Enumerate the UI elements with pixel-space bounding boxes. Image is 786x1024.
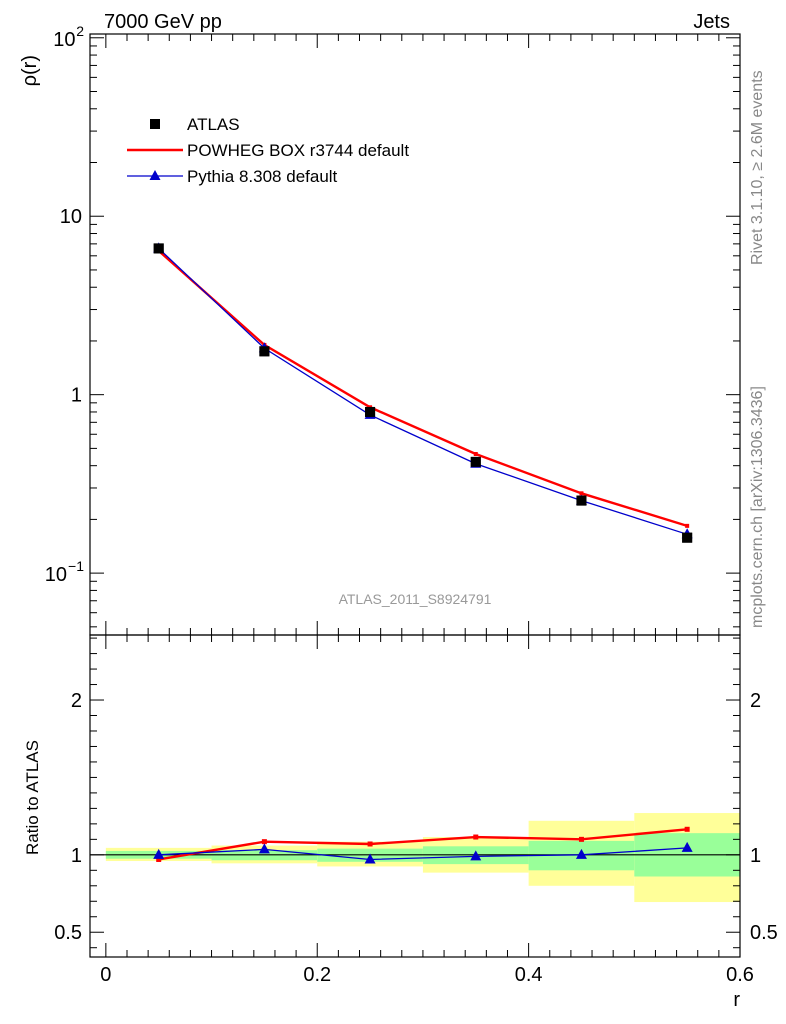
legend-item: Pythia 8.308 default [127, 167, 338, 186]
legend-label: POWHEG BOX r3744 default [187, 141, 409, 160]
main-y-axis-label: ρ(r) [19, 55, 41, 86]
ratio-pythia-point [575, 848, 587, 859]
main-tick-marks [90, 34, 741, 635]
ratio-powheg-point [473, 834, 479, 840]
powheg-line [157, 249, 688, 528]
ratio-y-tick-label-left: 1 [71, 845, 82, 867]
atlas-data-point [470, 456, 481, 467]
ratio-y-tick-label-left: 0.5 [54, 922, 82, 944]
atlas-data-point [365, 406, 376, 417]
legend-item: ATLAS [150, 115, 240, 134]
x-tick-label: 0.4 [515, 964, 543, 986]
side-text-top: Rivet 3.1.10, ≥ 2.6M events [749, 70, 766, 265]
main-y-tick-label: 1 [71, 385, 82, 407]
pythia-line [158, 247, 688, 535]
ratio-panel: 2 2 1 1 0.5 0.5 Ratio to ATLAS 0 0.2 0.4 0.6 r [23, 634, 778, 1011]
main-y-tick-label: 10 [60, 206, 82, 228]
powheg-point [473, 452, 478, 457]
powheg-point [685, 523, 690, 528]
main-y-tick-label: 210 [53, 23, 84, 51]
ratio-powheg-point [367, 841, 373, 847]
atlas-data-point [153, 243, 164, 254]
atlas-data-point [682, 532, 693, 543]
ratio-frame [89, 634, 741, 958]
header-left: 7000 GeV pp [104, 11, 222, 33]
side-text-bottom: mcplots.cern.ch [arXiv:1306.3436] [749, 386, 766, 628]
x-tick-label: 0.6 [726, 964, 754, 986]
ratio-powheg-line [158, 828, 688, 861]
ratio-pythia-line [158, 847, 688, 861]
ratio-powheg-point [261, 839, 267, 845]
ratio-powheg-point [156, 856, 162, 862]
legend-marker [149, 170, 161, 180]
ratio-y-tick-label-left: 2 [71, 690, 82, 712]
x-tick-label: 0.2 [303, 964, 331, 986]
legend-label: Pythia 8.308 default [187, 167, 338, 186]
x-tick-label: 0 [100, 964, 111, 986]
ratio-pythia-point [681, 841, 693, 852]
atlas-markers [153, 243, 693, 543]
ratio-pythia-point [364, 853, 376, 864]
svg-text:10: 10 [53, 29, 75, 51]
header-right: Jets [693, 11, 730, 33]
legend-label: ATLAS [187, 115, 240, 134]
powheg-point [579, 491, 584, 496]
watermark: ATLAS_2011_S8924791 [339, 591, 492, 607]
svg-text:−1: −1 [68, 558, 84, 574]
ratio-y-tick-label-right: 0.5 [750, 922, 778, 944]
legend-item: POWHEG BOX r3744 default [127, 141, 409, 160]
ratio-pythia-point [153, 848, 165, 859]
ratio-y-tick-labels: 2 2 1 1 0.5 0.5 [54, 690, 778, 944]
legend: ATLAS POWHEG BOX r3744 default Pythia 8.30… [127, 115, 409, 186]
x-tick-labels: 0 0.2 0.4 0.6 [100, 964, 754, 986]
svg-text:2: 2 [76, 23, 84, 39]
ratio-powheg-point [578, 836, 584, 842]
ratio-powheg-point [684, 826, 690, 832]
atlas-data-point [576, 495, 587, 506]
ratio-pythia-point [470, 850, 482, 861]
svg-text:10: 10 [45, 564, 67, 586]
x-axis-label: r [733, 989, 740, 1011]
ratio-y-axis-label: Ratio to ATLAS [23, 740, 42, 855]
atlas-data-point [259, 346, 270, 357]
legend-marker [150, 119, 160, 129]
ratio-pythia-point [258, 843, 270, 854]
ratio-tick-marks [90, 635, 741, 957]
ratio-y-tick-label-right: 1 [750, 845, 761, 867]
main-y-tick-label: −110 [45, 558, 84, 586]
ratio-y-tick-label-right: 2 [750, 690, 761, 712]
